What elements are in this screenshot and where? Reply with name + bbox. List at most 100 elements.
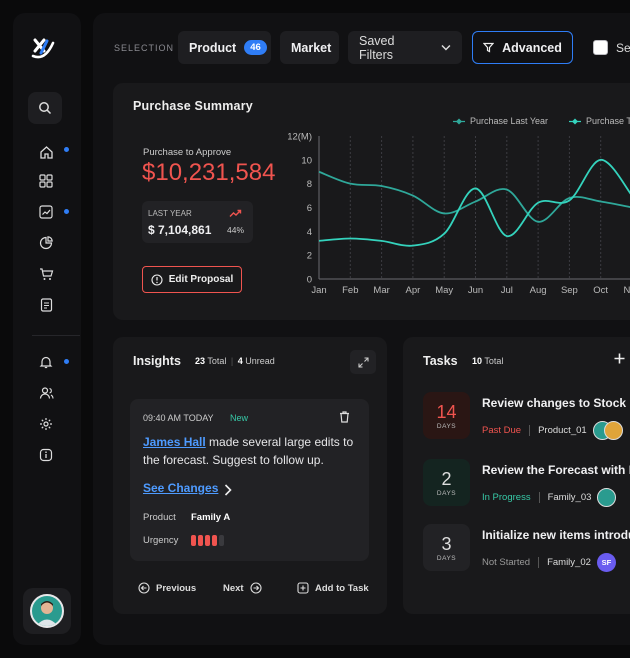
task-meta-divider [538, 492, 540, 503]
task-meta-divider [538, 557, 540, 568]
see-changes-link[interactable]: See Changes [143, 481, 219, 495]
nav-home-indicator [64, 147, 69, 152]
search-icon [39, 102, 52, 115]
task-meta: Not Started Family_02 SF [482, 553, 616, 572]
purchase-summary-title: Purchase Summary [133, 99, 253, 113]
insights-total-count: 23 [195, 356, 206, 366]
task-assignee-initials: SF [596, 553, 616, 572]
sidebar-divider [32, 335, 80, 336]
last-year-value: $ 7,104,861 [148, 223, 212, 237]
x-tick-label: Mar [373, 285, 389, 296]
nav-dashboard[interactable] [37, 172, 55, 190]
app-logo[interactable] [31, 37, 63, 63]
x-tick-label: May [435, 285, 453, 296]
task-item[interactable]: 2 DAYS Review the Forecast with F In Pro… [423, 459, 630, 511]
bell-icon [39, 356, 53, 369]
purchase-line-chart: Jan Feb Mar Apr May Jun Jul Aug Sep Oct Nov 0 2 4 6 8 10… [287, 132, 630, 296]
saved-filters-label: Saved Filters [359, 33, 395, 62]
nav-settings[interactable] [37, 415, 55, 433]
task-title: Review changes to Stock M [482, 396, 630, 410]
tasks-total-count: 10 [472, 356, 483, 366]
expand-button[interactable] [350, 350, 376, 374]
filter-icon [483, 42, 495, 53]
trash-icon[interactable] [339, 411, 350, 423]
last-year-label: LAST YEAR [148, 209, 192, 218]
product-filter-label: Product [189, 40, 237, 55]
insight-time: 09:40 AM TODAY [143, 413, 214, 423]
tasks-title: Tasks [423, 354, 458, 368]
insight-item: 09:40 AM TODAY New James Hall made sever… [130, 399, 369, 561]
cart-icon [39, 268, 53, 280]
task-days-number: 2 [441, 468, 452, 489]
task-due-box: 14 DAYS [423, 392, 470, 439]
x-tick-label: Jun [468, 285, 483, 296]
nav-analytics[interactable] [37, 203, 55, 221]
x-tick-label: Aug [530, 285, 547, 296]
nav-home[interactable] [37, 143, 55, 161]
task-days-unit: DAYS [436, 554, 457, 562]
product-count-badge: 46 [244, 40, 267, 55]
task-due-box: 3 DAYS [423, 524, 470, 571]
saved-filters-dropdown[interactable]: Saved Filters [348, 31, 462, 64]
add-to-task-label: Add to Task [315, 582, 369, 594]
trend-up-icon [229, 209, 242, 217]
previous-button[interactable]: Previous [138, 582, 196, 594]
purchase-summary-card: Purchase Summary Purchase to Approve $10… [113, 83, 630, 320]
sidebar [13, 13, 81, 645]
x-tick-label: Jul [501, 285, 513, 296]
nav-info[interactable] [37, 446, 55, 464]
y-tick-label: 0 [307, 275, 312, 286]
filter-bar: SELECTION Product 46 Market Saved Filter… [93, 13, 630, 83]
expand-icon [357, 356, 369, 368]
search-button[interactable] [28, 92, 62, 124]
task-item[interactable]: 3 DAYS Initialize new items introdu Not … [423, 524, 630, 576]
task-product: Family_03 [547, 492, 592, 503]
add-task-plus-icon[interactable] [614, 353, 625, 364]
x-tick-label: Nov [624, 285, 630, 296]
market-filter-button[interactable]: Market [280, 31, 339, 64]
legend-last-year: Purchase Last Year [453, 116, 548, 126]
insights-total-label: Total [207, 356, 227, 366]
urgency-segment [219, 535, 224, 546]
insights-counts: 23 Total | 4 Unread [195, 356, 275, 366]
advanced-label: Advanced [502, 40, 562, 55]
add-to-task-button[interactable]: Add to Task [297, 582, 369, 594]
next-button[interactable]: Next [223, 582, 262, 594]
last-year-box: LAST YEAR $ 7,104,861 44% [142, 201, 253, 243]
task-days-number: 3 [441, 533, 452, 554]
task-product: Family_02 [547, 557, 591, 568]
advanced-filter-button[interactable]: Advanced [472, 31, 573, 64]
task-meta: In Progress Family_03 [482, 488, 617, 507]
legend-marker-this-year [569, 118, 581, 124]
task-title: Review the Forecast with F [482, 463, 630, 477]
y-axis-label: 12(M) [287, 132, 312, 143]
approve-label: Purchase to Approve [143, 147, 232, 158]
selection-label: SELECTION [114, 43, 175, 53]
task-item[interactable]: 14 DAYS Review changes to Stock M Past D… [423, 392, 630, 444]
task-status: In Progress [482, 492, 531, 503]
legend-last-year-label: Purchase Last Year [470, 116, 549, 126]
insights-unread-label: Unread [245, 356, 275, 366]
product-filter-button[interactable]: Product 46 [178, 31, 271, 64]
insight-author-link[interactable]: James Hall [143, 435, 206, 449]
task-product: Product_01 [538, 425, 587, 436]
user-profile-button[interactable] [23, 588, 71, 634]
select-checkbox-label: Sel [616, 41, 630, 55]
gear-icon [40, 418, 52, 430]
chevron-down-icon [441, 44, 451, 51]
series-line-this-year [318, 158, 630, 247]
counts-divider: | [230, 356, 234, 366]
nav-notifications[interactable] [37, 353, 55, 371]
nav-documents[interactable] [37, 296, 55, 314]
chart-icon [39, 205, 53, 219]
tasks-card: Tasks 10 Total 14 DAYS Review changes to… [403, 337, 630, 614]
nav-users[interactable] [37, 384, 55, 402]
select-checkbox[interactable] [593, 40, 608, 55]
home-icon [39, 145, 53, 159]
alert-circle-icon [151, 273, 163, 286]
edit-proposal-button[interactable]: Edit Proposal [142, 266, 242, 293]
nav-cart[interactable] [37, 265, 55, 283]
nav-reports[interactable] [37, 234, 55, 252]
task-days-unit: DAYS [436, 422, 457, 430]
pie-icon [39, 236, 53, 250]
